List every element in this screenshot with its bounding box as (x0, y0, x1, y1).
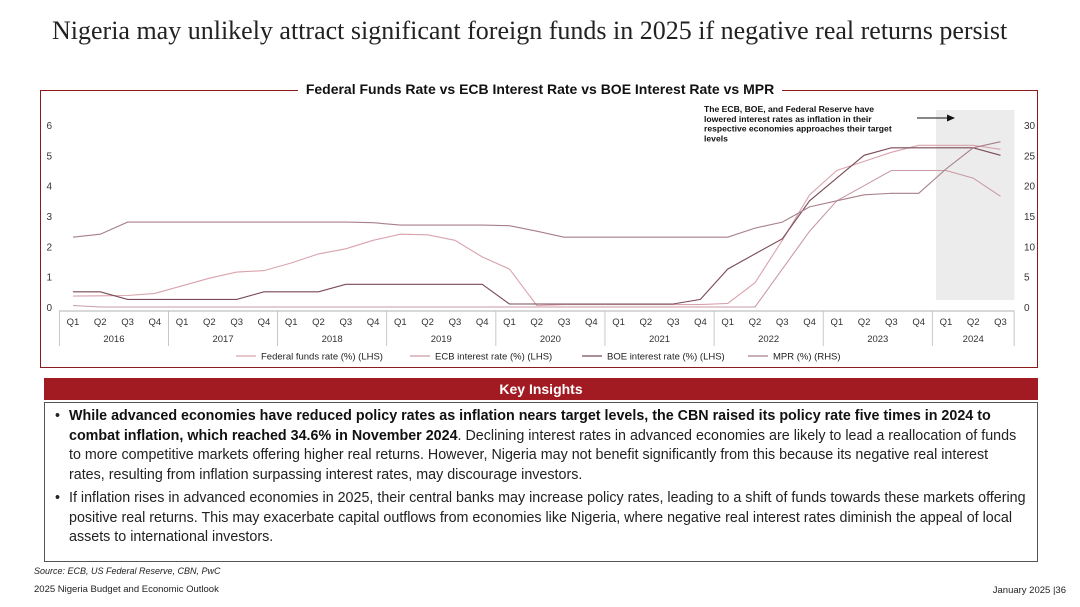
legend-label: MPR (%) (RHS) (773, 352, 841, 363)
key-insights-heading: Key Insights (44, 378, 1038, 400)
x-tick-label: Q4 (694, 317, 707, 328)
y-left-tick-label: 5 (46, 151, 52, 162)
x-tick-label: Q2 (749, 317, 762, 328)
x-tick-label: Q1 (940, 317, 953, 328)
y-right-tick-label: 0 (1024, 303, 1030, 314)
legend-label: ECB interest rate (%) (LHS) (435, 352, 552, 363)
date-page-number: January 2025 |36 (992, 585, 1066, 596)
highlight-layer (935, 110, 1015, 300)
key-insights-box: • While advanced economies have reduced … (44, 402, 1038, 562)
y-right-tick-label: 15 (1024, 212, 1036, 223)
chart-annotation: The ECB, BOE, and Federal Reserve have lo… (704, 104, 955, 143)
y-left-tick-label: 6 (46, 121, 52, 132)
x-tick-label: Q2 (858, 317, 871, 328)
year-label: 2020 (540, 334, 561, 345)
x-tick-label: Q3 (776, 317, 789, 328)
y-left-tick-label: 0 (46, 303, 52, 314)
x-tick-label: Q3 (230, 317, 243, 328)
x-tick-label: Q1 (721, 317, 734, 328)
x-tick-label: Q3 (121, 317, 134, 328)
fed-funds-line (72, 144, 1001, 307)
x-tick-label: Q2 (530, 317, 543, 328)
year-label: 2021 (649, 334, 670, 345)
x-tick-label: Q2 (967, 317, 980, 328)
y-left-tick-label: 3 (46, 212, 52, 223)
x-tick-label: Q2 (640, 317, 653, 328)
insight-point-1-rest: . Declining interest rates in advanced e… (69, 427, 1017, 483)
line-chart: 0 1 2 3 4 5 6 0 5 10 15 20 25 30 Q1 Q2 Q3 Q4 Q1 Q2 Q3 Q4 Q1 Q2 Q… (46, 104, 1036, 363)
x-tick-label: Q1 (612, 317, 625, 328)
y-left-tick-label: 1 (46, 273, 52, 284)
x-tick-label: Q4 (912, 317, 925, 328)
year-label: 2017 (212, 334, 233, 345)
page-title: Nigeria may unlikely attract significant… (52, 16, 1008, 45)
x-tick-label: Q3 (339, 317, 352, 328)
boe-rate-line (73, 147, 1001, 305)
legend-label: Federal funds rate (%) (LHS) (261, 352, 383, 363)
year-label: 2018 (322, 334, 343, 345)
y-right-tick-label: 20 (1024, 182, 1036, 193)
x-tick-label: Q3 (449, 317, 462, 328)
x-tick-label: Q3 (885, 317, 898, 328)
bullet-icon: • (55, 490, 61, 506)
y-right-tick-label: 30 (1024, 121, 1036, 132)
x-tick-label: Q3 (558, 317, 571, 328)
x-tick-label: Q4 (585, 317, 598, 328)
ecb-rate-line (72, 169, 1001, 308)
chart-legend: Federal funds rate (%) (LHS) ECB interest… (236, 352, 841, 363)
x-tick-label: Q1 (67, 317, 80, 328)
document-title: 2025 Nigeria Budget and Economic Outlook (34, 584, 219, 595)
legend-label: BOE interest rate (%) (LHS) (607, 352, 725, 363)
bullet-icon: • (55, 408, 61, 424)
series-layer (72, 141, 1001, 308)
x-tick-label: Q1 (176, 317, 189, 328)
x-tick-label: Q2 (421, 317, 434, 328)
y-right-tick-label: 10 (1024, 242, 1036, 253)
insight-point-1-bold: While advanced economies have reduced po… (69, 408, 991, 444)
x-tick-label: Q1 (394, 317, 407, 328)
x-tick-label: Q1 (503, 317, 516, 328)
highlight-band (935, 110, 1015, 300)
mpr-line (72, 141, 1001, 238)
insight-point-2: • If inflation rises in advanced economi… (53, 489, 1027, 548)
insight-point-2-text: If inflation rises in advanced economies… (69, 490, 1026, 545)
annotation-text: The ECB, BOE, and Federal Reserve have lo… (704, 104, 892, 143)
chart-title: Federal Funds Rate vs ECB Interest Rate … (0, 81, 1080, 97)
x-tick-label: Q1 (285, 317, 298, 328)
x-tick-label: Q4 (803, 317, 816, 328)
x-tick-label: Q4 (476, 317, 489, 328)
x-tick-label: Q2 (94, 317, 107, 328)
x-tick-label: Q2 (312, 317, 325, 328)
insight-point-1: • While advanced economies have reduced … (53, 407, 1027, 485)
axes-layer: 0 1 2 3 4 5 6 0 5 10 15 20 25 30 Q1 Q2 Q3 Q4 Q1 Q2 Q3 Q4 Q1 Q2 Q… (46, 121, 1036, 346)
arrow-right-icon (947, 114, 955, 122)
y-left-tick-label: 4 (46, 182, 52, 193)
year-label: 2023 (867, 334, 888, 345)
year-label: 2016 (103, 334, 124, 345)
year-label: 2022 (758, 334, 779, 345)
x-tick-label: Q4 (258, 317, 271, 328)
year-label: 2024 (963, 334, 984, 345)
year-label: 2019 (431, 334, 452, 345)
y-right-tick-label: 25 (1024, 151, 1036, 162)
x-tick-label: Q1 (830, 317, 843, 328)
x-tick-label: Q3 (994, 317, 1007, 328)
x-tick-label: Q4 (367, 317, 380, 328)
x-tick-label: Q2 (203, 317, 216, 328)
x-tick-label: Q3 (667, 317, 680, 328)
source-note: Source: ECB, US Federal Reserve, CBN, Pw… (34, 566, 221, 576)
y-left-tick-label: 2 (46, 242, 52, 253)
x-tick-label: Q4 (148, 317, 161, 328)
y-right-tick-label: 5 (1024, 273, 1030, 284)
